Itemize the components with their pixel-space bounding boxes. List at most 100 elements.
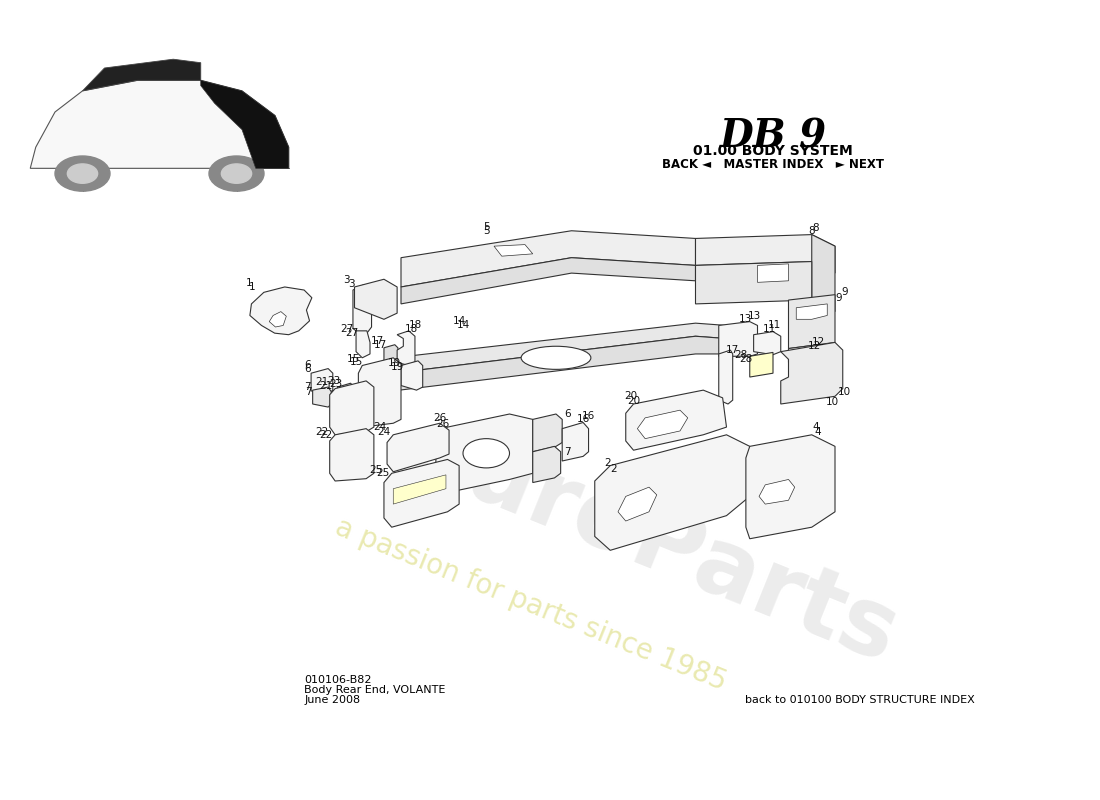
Circle shape	[67, 164, 98, 183]
Polygon shape	[718, 322, 758, 356]
Text: 27: 27	[340, 323, 353, 334]
Text: June 2008: June 2008	[304, 695, 361, 705]
Text: 6: 6	[564, 409, 571, 419]
Text: 5: 5	[483, 226, 490, 236]
Polygon shape	[394, 323, 726, 373]
Text: 18: 18	[408, 320, 421, 330]
Polygon shape	[354, 279, 397, 319]
Text: 8: 8	[808, 226, 815, 236]
Text: 12: 12	[812, 337, 825, 346]
Polygon shape	[270, 312, 286, 327]
Polygon shape	[312, 387, 331, 407]
Text: BACK ◄   MASTER INDEX   ► NEXT: BACK ◄ MASTER INDEX ► NEXT	[662, 158, 884, 170]
Text: 1: 1	[249, 282, 255, 292]
Polygon shape	[397, 331, 415, 366]
Text: 7: 7	[305, 386, 311, 397]
Text: 25: 25	[376, 468, 389, 478]
Polygon shape	[356, 331, 370, 358]
Text: 2: 2	[610, 464, 617, 474]
Polygon shape	[311, 369, 333, 394]
Text: 20: 20	[624, 391, 637, 402]
Text: 18: 18	[405, 323, 418, 334]
Text: DB 9: DB 9	[719, 118, 826, 155]
Text: 27: 27	[344, 328, 358, 338]
Polygon shape	[387, 423, 449, 472]
Polygon shape	[695, 262, 812, 304]
Text: 6: 6	[305, 364, 311, 374]
Text: 9: 9	[836, 293, 843, 302]
Text: 17: 17	[374, 340, 387, 350]
Text: 11: 11	[768, 321, 781, 330]
Ellipse shape	[463, 438, 509, 468]
Text: 24: 24	[377, 426, 390, 437]
Text: 11: 11	[762, 323, 776, 334]
Polygon shape	[394, 475, 446, 504]
Text: 26: 26	[437, 419, 450, 429]
Text: 14: 14	[452, 316, 465, 326]
Polygon shape	[781, 342, 843, 404]
Text: 26: 26	[433, 413, 447, 423]
Polygon shape	[789, 346, 812, 362]
Polygon shape	[402, 230, 695, 287]
Polygon shape	[402, 361, 422, 390]
Text: 28: 28	[734, 350, 747, 360]
Text: 19: 19	[387, 358, 400, 368]
Text: 22: 22	[319, 430, 332, 440]
Text: 10: 10	[838, 387, 851, 398]
Text: 01.00 BODY SYSTEM: 01.00 BODY SYSTEM	[693, 144, 852, 158]
Text: 22: 22	[316, 426, 329, 437]
Text: 7: 7	[564, 446, 571, 457]
Polygon shape	[759, 479, 794, 504]
Text: 5: 5	[483, 222, 490, 232]
Polygon shape	[812, 234, 835, 312]
Polygon shape	[330, 429, 374, 481]
Text: 23: 23	[329, 379, 342, 389]
Text: 3: 3	[348, 279, 354, 289]
Text: 13: 13	[739, 314, 752, 324]
Text: back to 010100 BODY STRUCTURE INDEX: back to 010100 BODY STRUCTURE INDEX	[745, 695, 975, 705]
Polygon shape	[695, 234, 835, 273]
Polygon shape	[250, 287, 312, 334]
Polygon shape	[754, 332, 781, 354]
Polygon shape	[796, 304, 827, 319]
Text: 16: 16	[582, 410, 595, 421]
Polygon shape	[200, 80, 288, 168]
Polygon shape	[626, 390, 726, 450]
Circle shape	[221, 164, 252, 183]
Polygon shape	[758, 264, 789, 282]
Polygon shape	[789, 294, 835, 349]
Polygon shape	[359, 358, 402, 427]
Polygon shape	[618, 487, 657, 521]
Polygon shape	[637, 410, 688, 438]
Text: 17: 17	[726, 345, 739, 355]
Circle shape	[55, 156, 110, 191]
Text: 9: 9	[842, 287, 848, 298]
Polygon shape	[436, 414, 532, 493]
Polygon shape	[532, 446, 561, 482]
Polygon shape	[353, 285, 372, 333]
Text: 4: 4	[812, 422, 818, 432]
Text: 12: 12	[808, 342, 822, 351]
Polygon shape	[384, 459, 459, 527]
Text: 24: 24	[374, 422, 387, 432]
Text: 010106-B82: 010106-B82	[304, 675, 372, 685]
Polygon shape	[31, 80, 288, 168]
Text: euroParts: euroParts	[394, 402, 911, 683]
Text: 15: 15	[346, 354, 360, 363]
Ellipse shape	[521, 346, 591, 370]
Circle shape	[209, 156, 264, 191]
Polygon shape	[532, 414, 562, 452]
Polygon shape	[384, 345, 398, 389]
Polygon shape	[338, 383, 354, 399]
Text: 6: 6	[304, 361, 310, 370]
Text: 10: 10	[825, 398, 838, 407]
Text: 8: 8	[812, 223, 818, 234]
Text: 17: 17	[371, 336, 384, 346]
Text: 14: 14	[456, 320, 470, 330]
Polygon shape	[562, 422, 588, 461]
Polygon shape	[394, 336, 726, 391]
Text: 3: 3	[343, 275, 350, 285]
Polygon shape	[494, 245, 532, 256]
Text: 28: 28	[739, 354, 752, 364]
Text: Body Rear End, VOLANTE: Body Rear End, VOLANTE	[304, 685, 446, 695]
